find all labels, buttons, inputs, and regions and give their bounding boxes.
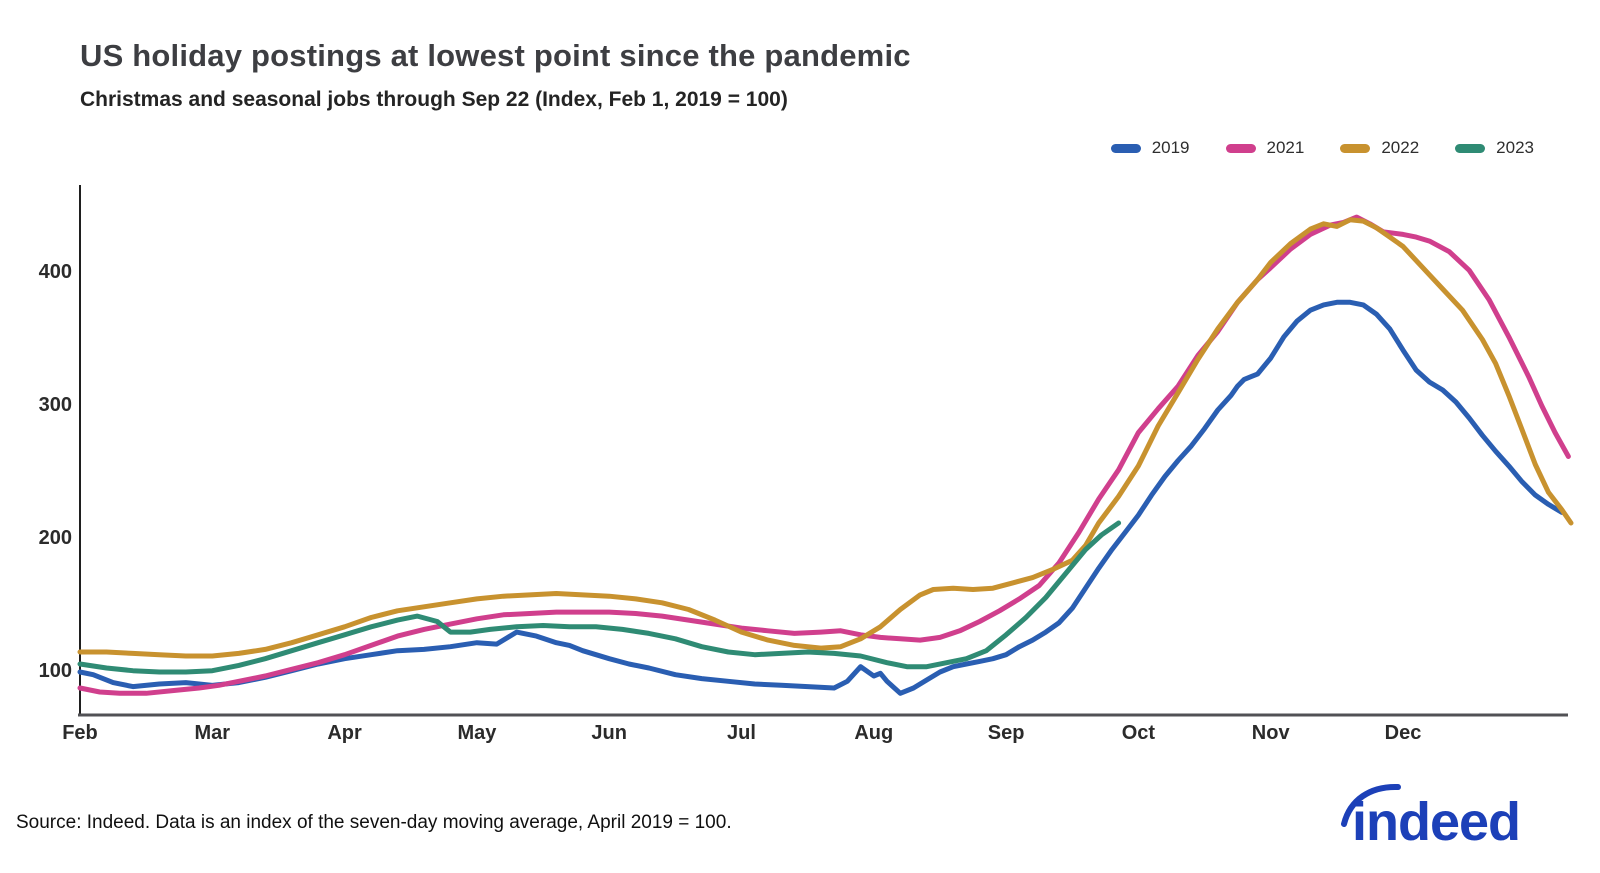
legend-label: 2022 (1381, 138, 1420, 157)
x-tick-label-apr: Apr (327, 722, 362, 744)
legend-swatch-2019 (1110, 143, 1141, 153)
legend-label: 2021 (1266, 138, 1305, 157)
x-tick-label-jul: Jul (727, 722, 756, 744)
line-2022 (77, 217, 1574, 659)
legend-item-2022[interactable]: 2022 (1340, 138, 1419, 158)
x-tick-label-sep: Sep (987, 722, 1025, 744)
source-note: Source: Indeed. Data is an index of the … (16, 812, 732, 833)
y-tick-label-100: 100 (38, 660, 72, 682)
indeed-logo: indeed (1341, 783, 1521, 850)
x-tick-label-nov: Nov (1251, 722, 1290, 744)
x-tick-label-aug: Aug (854, 722, 894, 744)
legend-swatch-2023 (1455, 143, 1486, 153)
indeed-logo-swoosh-icon (1341, 783, 1401, 827)
x-tick-label-feb: Feb (62, 722, 98, 744)
line-2019 (77, 299, 1565, 696)
line-2021 (77, 214, 1571, 696)
line-2023 (77, 520, 1122, 675)
legend-item-2021[interactable]: 2021 (1225, 138, 1305, 158)
legend-swatch-2021 (1225, 143, 1256, 153)
x-tick-label-dec: Dec (1384, 722, 1422, 744)
x-tick-label-jun: Jun (591, 722, 627, 744)
legend-swatch-2022 (1340, 143, 1371, 153)
chart-title: US holiday postings at lowest point sinc… (80, 38, 911, 73)
chart-subtitle: Christmas and seasonal jobs through Sep … (80, 88, 788, 111)
legend-item-2023[interactable]: 2023 (1455, 138, 1534, 158)
x-tick-label-may: May (457, 722, 497, 744)
legend-label: 2023 (1496, 138, 1534, 157)
x-tick-label-oct: Oct (1121, 722, 1156, 744)
legend-label: 2019 (1151, 138, 1190, 157)
y-tick-label-200: 200 (38, 527, 72, 549)
legend-item-2019[interactable]: 2019 (1110, 138, 1190, 158)
y-tick-label-300: 300 (38, 394, 72, 416)
legend: 2019 2021 2022 2023 (1089, 138, 1534, 158)
x-tick-label-mar: Mar (194, 722, 231, 744)
indeed-logo-text: indeed (1352, 792, 1520, 850)
y-tick-label-400: 400 (38, 261, 72, 283)
